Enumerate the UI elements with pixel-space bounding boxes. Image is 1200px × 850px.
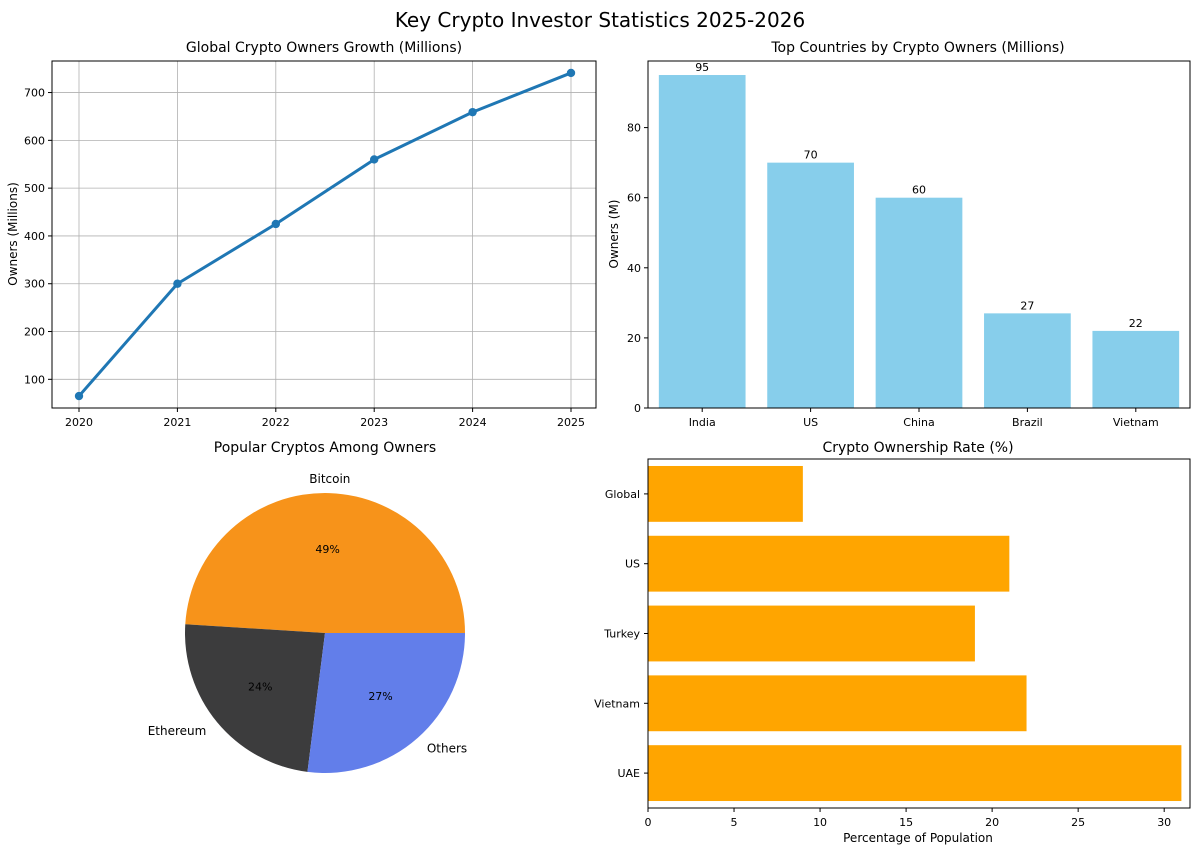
bar-chart-y-tick-label: 60 [627,192,641,205]
line-chart-y-tick-label: 500 [24,182,45,195]
hbar-chart-bar [648,535,1010,592]
bar-chart-bar [1092,330,1180,408]
bar-chart-x-tick-label: Vietnam [1113,416,1159,429]
bar-chart-data-label: 95 [695,61,709,74]
bar-chart-x-tick-label: Brazil [1012,416,1043,429]
line-chart-ticks: 2020 2021 2022 2023 2024 2025 100 200 300 400 500 6… [24,87,585,429]
hbar-chart-bar [648,675,1027,732]
hbar-chart-frame [647,458,1191,809]
line-chart-y-label: Owners (Millions) [6,182,20,286]
pie-slice-percent-label: 49% [315,543,339,556]
hbar-chart-title: Crypto Ownership Rate (%) [822,440,1013,456]
hbar-chart-x-tick-label: 15 [899,816,913,829]
pie-slice-percent-label: 24% [248,681,272,694]
hbar-chart-bar [648,745,1182,802]
bar-chart-bar [875,197,963,408]
pie-chart-popular-cryptos: Popular Cryptos Among Owners 49% Bitcoin 2… [148,440,467,773]
bar-chart-y-tick-label: 80 [627,122,641,135]
hbar-chart-y-tick-label: Turkey [603,628,640,641]
line-chart-series-line [77,71,572,398]
pie-slice-category-label: Others [427,742,467,756]
bar-chart-frame [647,60,1191,409]
hbar-chart-x-tick-label: 20 [985,816,999,829]
bar-chart-data-label: 60 [912,184,926,197]
pie-slice [307,633,465,773]
line-chart-y-tick-label: 300 [24,278,45,291]
bar-chart-data-label: 22 [1129,317,1143,330]
pie-slice-percent-label: 27% [368,690,392,703]
line-chart-y-tick-label: 700 [24,87,45,100]
bar-chart-top-countries: Top Countries by Crypto Owners (Millions… [607,40,1191,429]
bar-chart-y-tick-label: 40 [627,262,641,275]
line-chart-point [370,155,379,164]
hbar-chart-ownership-rate: Crypto Ownership Rate (%) Percentage of … [594,440,1191,845]
line-chart-x-tick-label: 2024 [459,416,487,429]
line-chart-point [271,219,280,229]
line-chart-point [173,279,182,288]
bar-chart-data-label: 70 [804,149,818,162]
hbar-chart-x-label: Percentage of Population [843,831,993,845]
bar-chart-bar [658,75,746,408]
pie-chart-title: Popular Cryptos Among Owners [214,440,436,456]
hbar-chart-x-tick-label: 5 [731,816,738,829]
hbar-chart-x-tick-label: 25 [1071,816,1085,829]
hbar-chart-x-tick-label: 10 [813,816,827,829]
bar-chart-bar [984,313,1071,408]
line-chart-x-tick-label: 2021 [163,416,191,429]
bar-chart-y-tick-label: 20 [627,332,641,345]
line-chart-point [468,107,477,117]
line-chart-x-tick-label: 2023 [360,416,388,429]
line-chart-x-tick-label: 2020 [65,416,93,429]
bar-chart-y-tick-label: 0 [634,402,641,415]
bar-chart-x-tick-label: China [903,416,934,429]
hbar-chart-y-tick-label: Global [605,488,640,501]
line-chart-frame [51,60,597,409]
line-chart-y-tick-label: 200 [24,326,45,339]
line-chart-point [74,391,84,401]
pie-slice [185,493,466,633]
hbar-chart-y-tick-label: US [625,558,640,571]
bar-chart-x-tick-label: US [803,416,818,429]
bar-chart-data-label: 27 [1020,299,1034,312]
line-chart-plot [74,68,576,401]
pie-chart-plot: 49% Bitcoin 24% Ethereum 27% Others [148,472,467,773]
hbar-chart-x-tick-label: 0 [645,816,652,829]
bar-chart-bar [767,162,854,408]
pie-slice [185,624,325,772]
line-chart-x-tick-label: 2025 [557,416,585,429]
line-chart-point [566,68,576,78]
pie-slice-category-label: Bitcoin [309,472,350,486]
hbar-chart-y-tick-label: UAE [617,767,640,780]
bar-chart-ticks: India US China Brazil Vietnam 0 20 40 60 80 [627,122,1159,429]
line-chart-y-tick-label: 600 [24,134,45,147]
line-chart-x-tick-label: 2022 [262,416,290,429]
hbar-chart-bar [648,465,803,522]
line-chart-y-tick-label: 100 [24,373,45,386]
hbar-chart-x-tick-label: 30 [1157,816,1171,829]
bar-chart-plot: 95 70 60 27 22 [658,61,1180,408]
bar-chart-x-tick-label: India [689,416,716,429]
figure-title: Key Crypto Investor Statistics 2025-2026 [395,8,805,32]
line-chart-title: Global Crypto Owners Growth (Millions) [186,40,462,56]
line-chart-owners-growth: Global Crypto Owners Growth (Millions) O… [6,40,597,429]
hbar-chart-plot [648,465,1182,802]
bar-chart-title: Top Countries by Crypto Owners (Millions… [770,40,1064,56]
hbar-chart-ticks: UAE Vietnam Turkey US Global 0 5 10 15 20 25 30 [594,488,1171,829]
bar-chart-y-label: Owners (M) [607,200,621,269]
line-chart-grid [52,61,596,408]
pie-slice-category-label: Ethereum [148,724,207,738]
line-chart-y-tick-label: 400 [24,230,45,243]
hbar-chart-y-tick-label: Vietnam [594,697,640,710]
hbar-chart-bar [648,605,975,662]
